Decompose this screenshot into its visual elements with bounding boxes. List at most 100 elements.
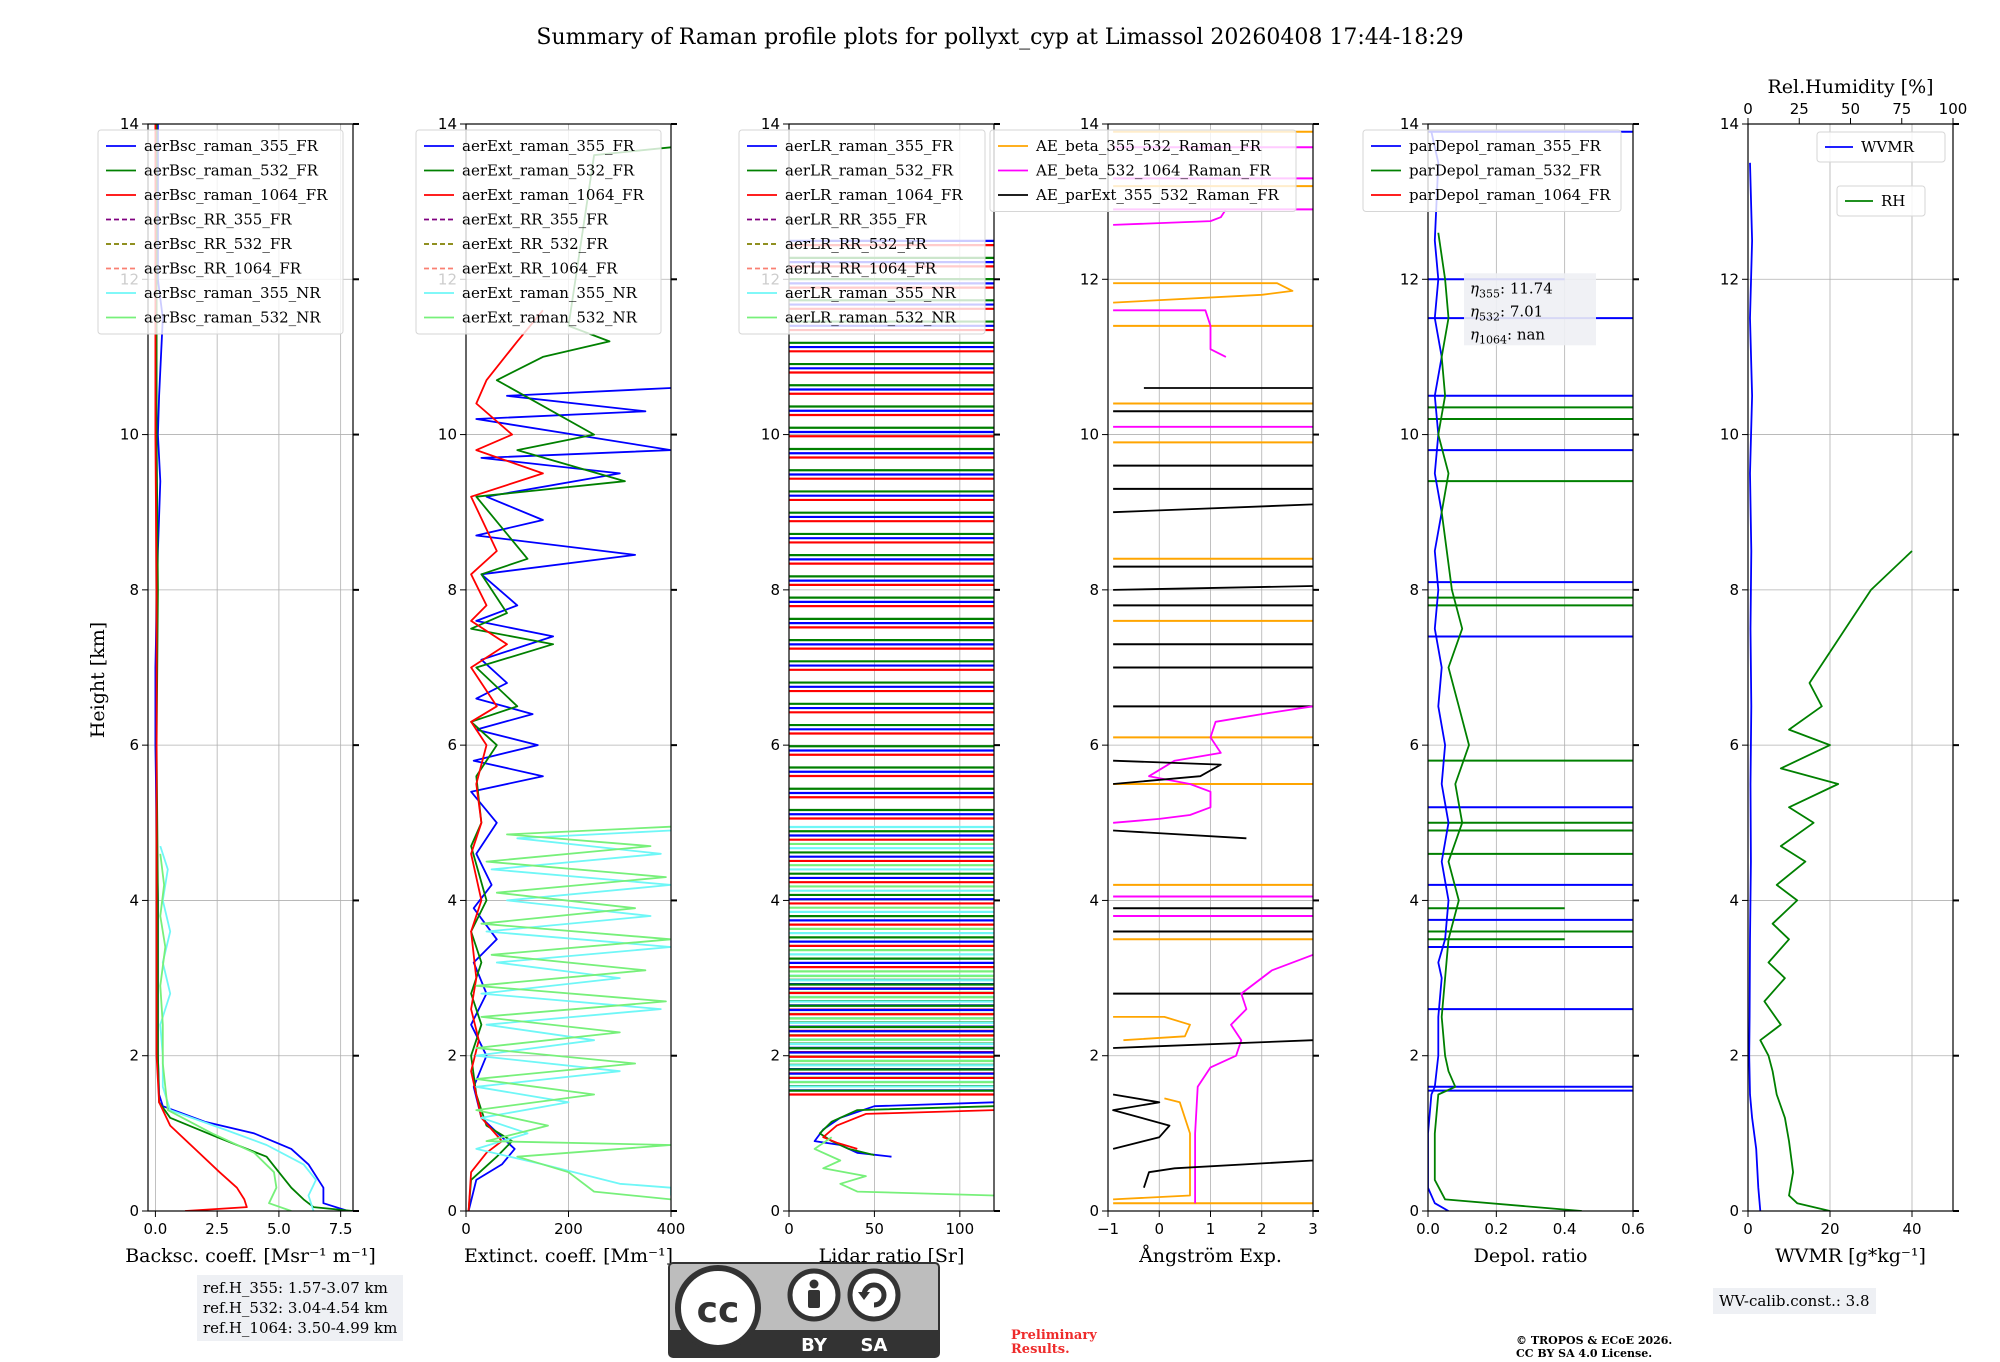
y-tick-label: 6 bbox=[1729, 736, 1739, 754]
x-tick-label: 0.2 bbox=[1484, 1220, 1508, 1238]
y-tick-label: 8 bbox=[1089, 581, 1099, 599]
y-tick-label: 2 bbox=[770, 1047, 780, 1065]
plot-area bbox=[1428, 130, 1633, 1211]
legend-label: aerLR_RR_355_FR bbox=[785, 211, 927, 229]
x-tick-label: 0.0 bbox=[143, 1220, 167, 1238]
legend-label: aerExt_RR_355_FR bbox=[462, 211, 609, 229]
legend-label: parDepol_raman_355_FR bbox=[1409, 137, 1602, 155]
x-tick-label: 0.0 bbox=[1416, 1220, 1440, 1238]
plot-area bbox=[1748, 162, 1913, 1211]
legend-label: aerLR_raman_532_FR bbox=[785, 162, 954, 180]
x-tick-label: 0 bbox=[784, 1220, 794, 1238]
series-aerBsc_raman_355_NR bbox=[159, 845, 317, 1211]
by-label: BY bbox=[801, 1335, 828, 1356]
legend-label: aerExt_raman_1064_FR bbox=[462, 186, 644, 204]
x-tick-label: 200 bbox=[554, 1220, 583, 1238]
legend-label: aerExt_raman_355_NR bbox=[462, 284, 638, 302]
eta-subscript: 532 bbox=[1479, 310, 1500, 323]
legend-label: aerBsc_raman_1064_FR bbox=[144, 186, 328, 204]
x-tick-label: 1 bbox=[1206, 1220, 1216, 1238]
y-tick-label: 14 bbox=[120, 115, 139, 133]
x2-tick-label: 100 bbox=[1939, 100, 1968, 118]
ref-heights-box: ref.H_355: 1.57-3.07 km ref.H_532: 3.04-… bbox=[197, 1275, 404, 1341]
copyright-note: © TROPOS & ECoE 2026. CC BY SA 4.0 Licen… bbox=[1516, 1334, 1672, 1360]
eta-symbol: η bbox=[1470, 325, 1479, 343]
legend: aerExt_raman_355_FR aerExt_raman_532_FRae… bbox=[415, 129, 662, 335]
y-tick-label: 14 bbox=[1400, 115, 1419, 133]
y-tick-label: 4 bbox=[770, 891, 780, 909]
legend-label: aerLR_raman_355_NR bbox=[785, 284, 956, 302]
legend-label: aerExt_raman_532_NR bbox=[462, 309, 638, 327]
x-axis-label: WVMR [g*kg⁻¹] bbox=[1775, 1245, 1926, 1267]
plot-area bbox=[789, 239, 994, 1197]
series-AE_parExt_355_532_Raman_FR_b bbox=[1112, 1093, 1171, 1150]
y-tick-label: 8 bbox=[129, 581, 139, 599]
x-tick-label: 0 bbox=[1154, 1220, 1164, 1238]
panel-lr: 05010002468101214Lidar ratio [Sr]aerLR_r… bbox=[738, 115, 1000, 1267]
series-AE_parExt_355_532_Raman_FR_d bbox=[1113, 829, 1247, 840]
series-aerBsc_raman_532_NR bbox=[159, 853, 292, 1211]
series-parDepol_raman_532_FR bbox=[1433, 232, 1582, 1211]
annotation-box bbox=[1464, 273, 1596, 346]
y-tick-label: 12 bbox=[1080, 270, 1099, 288]
eta-value: : 7.01 bbox=[1500, 302, 1543, 320]
plot-area bbox=[467, 146, 671, 1211]
legend-label: aerLR_RR_1064_FR bbox=[785, 260, 937, 278]
y-tick-label: 10 bbox=[438, 426, 457, 444]
preliminary-line-1: Preliminary bbox=[1011, 1328, 1097, 1343]
legend-label: aerBsc_raman_355_NR bbox=[144, 284, 321, 302]
series-RH bbox=[1759, 550, 1913, 1211]
y-tick-label: 4 bbox=[1729, 891, 1739, 909]
copyright-line-2: CC BY SA 4.0 License. bbox=[1516, 1347, 1653, 1360]
legend-label: aerBsc_RR_532_FR bbox=[144, 235, 292, 253]
legend-label: aerBsc_raman_532_NR bbox=[144, 309, 321, 327]
legend-label: aerBsc_RR_355_FR bbox=[144, 211, 292, 229]
series-AE_parExt_355_532_Raman_FR_e bbox=[1113, 759, 1222, 785]
copyright-line-1: © TROPOS & ECoE 2026. bbox=[1516, 1334, 1673, 1347]
y-tick-label: 8 bbox=[770, 581, 780, 599]
axes-frame bbox=[147, 123, 354, 1212]
legend-wvmr: WVMR bbox=[1816, 131, 1946, 163]
legend-label: aerLR_raman_1064_FR bbox=[785, 186, 963, 204]
x-axis-label: Depol. ratio bbox=[1474, 1245, 1588, 1267]
eta-subscript: 1064 bbox=[1479, 333, 1507, 346]
series-AE_beta_532_1064_Raman_FR_b bbox=[1113, 705, 1313, 824]
eta-value: : 11.74 bbox=[1500, 279, 1553, 297]
series-AE_beta_532_1064_Raman_FR bbox=[1194, 953, 1313, 1204]
legend-label: RH bbox=[1881, 192, 1905, 210]
series-WVMR bbox=[1748, 162, 1762, 1211]
y-tick-label: 2 bbox=[1729, 1047, 1739, 1065]
y-tick-label: 8 bbox=[1409, 581, 1419, 599]
legend: aerLR_raman_355_FR aerLR_raman_532_FR aerL… bbox=[738, 129, 986, 335]
legend: aerBsc_raman_355_FR aerBsc_raman_532_FRae… bbox=[97, 129, 344, 335]
y-tick-label: 0 bbox=[129, 1202, 139, 1220]
x-tick-label: 0 bbox=[461, 1220, 471, 1238]
x-tick-label: 100 bbox=[946, 1220, 975, 1238]
legend-frame bbox=[1816, 131, 1946, 163]
y-tick-label: 4 bbox=[447, 891, 457, 909]
legend-frame bbox=[97, 129, 344, 335]
attribution-icon bbox=[787, 1268, 841, 1322]
eta-value: : nan bbox=[1507, 325, 1545, 343]
legend-label: aerBsc_raman_355_FR bbox=[144, 137, 319, 155]
y-tick-label: 10 bbox=[1080, 426, 1099, 444]
x-tick-label: 0 bbox=[1743, 1220, 1753, 1238]
legend-label: aerExt_raman_355_FR bbox=[462, 137, 635, 155]
ref-height-355: ref.H_355: 1.57-3.07 km bbox=[203, 1279, 388, 1297]
svg-text:cc: cc bbox=[697, 1290, 740, 1331]
y-tick-label: 0 bbox=[1729, 1202, 1739, 1220]
panel-bsc: 0.02.55.07.502468101214Backsc. coeff. [M… bbox=[97, 115, 376, 1267]
y-tick-label: 2 bbox=[129, 1047, 139, 1065]
preliminary-note: Preliminary Results. bbox=[1011, 1329, 1097, 1357]
x-tick-label: 7.5 bbox=[329, 1220, 353, 1238]
y-tick-label: 2 bbox=[1409, 1047, 1419, 1065]
legend-label: aerExt_raman_532_FR bbox=[462, 162, 635, 180]
y-tick-label: 4 bbox=[129, 891, 139, 909]
cc-license-badge: cc BY SA bbox=[668, 1262, 940, 1358]
y-tick-label: 2 bbox=[1089, 1047, 1099, 1065]
y-tick-label: 14 bbox=[1720, 115, 1739, 133]
legend-label: parDepol_raman_532_FR bbox=[1409, 162, 1602, 180]
x2-tick-label: 50 bbox=[1841, 100, 1860, 118]
series-aerExt_raman_1064_FR bbox=[467, 309, 544, 1211]
